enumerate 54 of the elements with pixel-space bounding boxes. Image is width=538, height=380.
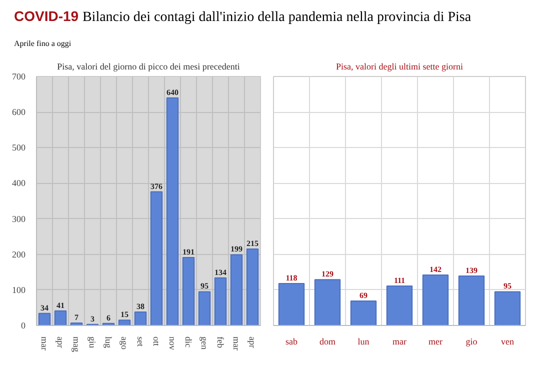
chart-title: Pisa, valori degli ultimi sette giorni <box>336 62 464 72</box>
data-label: 215 <box>246 239 258 248</box>
data-label: 6 <box>106 314 110 323</box>
data-label: 3 <box>90 314 94 324</box>
y-tick-label: 400 <box>12 178 26 189</box>
x-tick-label: ago <box>120 336 130 350</box>
data-label: 41 <box>56 301 64 310</box>
y-tick-label: 600 <box>12 107 26 118</box>
data-label: 69 <box>360 291 368 300</box>
x-tick-label: dic <box>184 336 194 348</box>
y-tick-label: 300 <box>12 214 26 224</box>
x-tick-label: gio <box>466 336 478 347</box>
x-tick-label: set <box>136 336 146 348</box>
x-tick-label: apr <box>248 336 258 348</box>
data-label: 129 <box>322 270 334 280</box>
y-tick-label: 0 <box>21 320 26 331</box>
chart-title: COVID-19 Bilancio dei contagi dall'inizio della pandemia nella provincia di Pisa <box>14 8 472 25</box>
data-label: 38 <box>136 302 144 312</box>
x-tick-label: mag <box>72 336 82 353</box>
data-label: 111 <box>394 276 406 286</box>
data-label: 15 <box>120 310 128 320</box>
y-tick-label: 700 <box>12 72 26 82</box>
x-tick-label: feb <box>216 336 226 349</box>
x-tick-label: mar <box>392 336 407 347</box>
y-tick-label: 100 <box>12 285 26 296</box>
data-label: 95 <box>504 282 512 292</box>
x-tick-label: giu <box>88 336 98 349</box>
chart-subtitle: Aprile fino a oggi <box>14 38 72 50</box>
data-label: 640 <box>166 88 178 98</box>
x-tick-label: gen <box>200 336 210 350</box>
x-tick-label: dom <box>320 336 336 347</box>
data-label: 134 <box>214 268 226 278</box>
data-label: 7 <box>74 313 78 322</box>
x-tick-label: mer <box>428 336 443 347</box>
x-tick-label: lun <box>358 336 370 347</box>
y-tick-label: 500 <box>12 143 26 154</box>
data-label: 191 <box>182 248 194 257</box>
x-tick-label: ven <box>501 336 514 347</box>
x-tick-label: apr <box>56 336 66 348</box>
x-tick-label: lug <box>104 336 114 349</box>
data-label: 34 <box>40 304 48 313</box>
y-tick-label: 200 <box>12 250 26 260</box>
x-tick-label: mar <box>232 336 242 351</box>
data-label: 376 <box>150 182 162 192</box>
x-tick-label: sab <box>286 336 298 347</box>
data-label: 95 <box>200 282 208 292</box>
data-label: 142 <box>430 265 442 274</box>
text: Pisa, valori del giorno di picco dei mesi precedenti <box>57 62 240 72</box>
x-tick-label: ott <box>152 336 162 347</box>
data-label: 199 <box>230 245 242 254</box>
x-tick-label: mar <box>40 336 50 351</box>
data-label: 118 <box>286 274 298 283</box>
data-label: 139 <box>466 266 478 276</box>
x-tick-label: nov <box>168 336 178 351</box>
